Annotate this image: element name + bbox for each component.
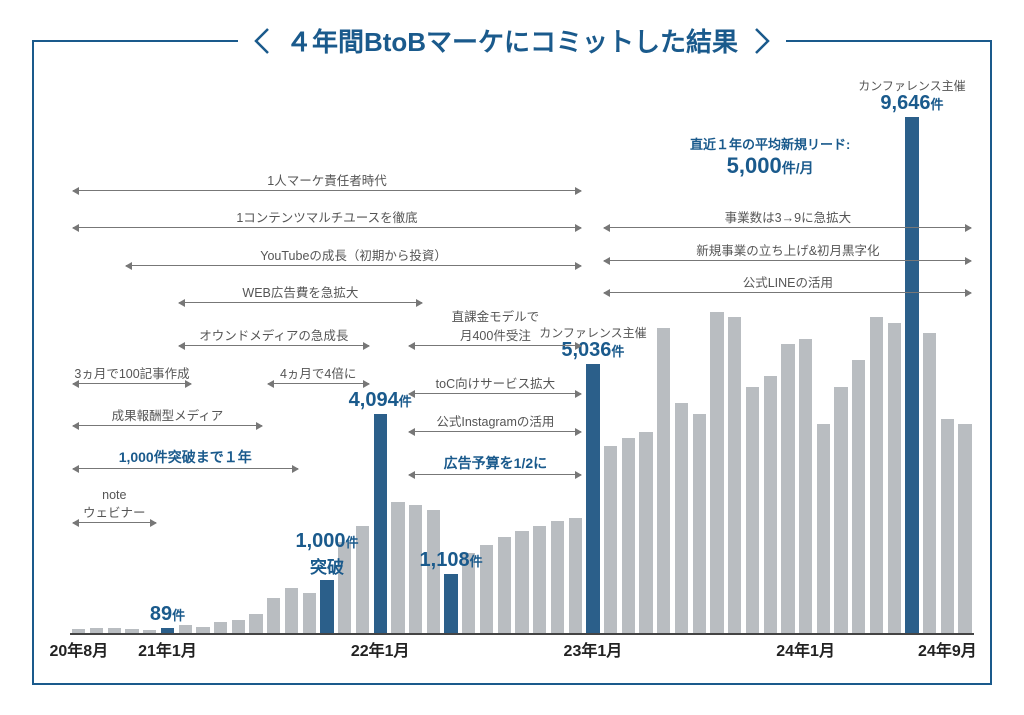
bar xyxy=(303,593,316,633)
annotation-range-line xyxy=(179,345,369,346)
annotation-label: 1コンテンツマルチユースを徹底 xyxy=(73,207,582,226)
bar xyxy=(232,620,245,633)
bar xyxy=(870,317,883,633)
annotation-label: 1人マーケ責任者時代 xyxy=(73,170,582,189)
annotation-range-line xyxy=(179,302,422,303)
bar xyxy=(710,312,723,633)
bar xyxy=(515,531,528,633)
bar xyxy=(728,317,741,633)
title-wrap: ４年間BtoBマーケにコミットした結果 xyxy=(0,22,1024,61)
annotation-label: 公式Instagramの活用 xyxy=(409,411,581,430)
bar xyxy=(285,588,298,633)
annotation-label: 公式LINEの活用 xyxy=(604,272,971,291)
annotation-label: WEB広告費を急拡大 xyxy=(179,282,422,301)
annotation-label: 事業数は3→9に急拡大 xyxy=(604,207,971,226)
bar xyxy=(852,360,865,633)
bar xyxy=(764,376,777,633)
annotation-label: 4ヵ月で4倍に xyxy=(268,363,369,382)
bar xyxy=(498,537,511,633)
stage: ４年間BtoBマーケにコミットした結果 89件 1,000件突破 4,094件 1,1… xyxy=(0,0,1024,715)
annotation-range-line xyxy=(409,474,581,475)
annotation-range-line xyxy=(409,345,581,346)
bar xyxy=(799,339,812,633)
chart-title: ４年間BtoBマーケにコミットした結果 xyxy=(276,22,748,59)
annotation-label: 新規事業の立ち上げ&初月黒字化 xyxy=(604,240,971,259)
annotation-label: 直課金モデルで月400件受注 xyxy=(409,306,581,344)
title-box: ４年間BtoBマーケにコミットした結果 xyxy=(238,22,786,59)
callout-label: 89件 xyxy=(150,603,185,626)
x-axis xyxy=(70,633,974,635)
annotation-label: toC向けサービス拡大 xyxy=(409,373,581,392)
bar xyxy=(569,518,582,633)
bar xyxy=(693,414,706,633)
x-axis-label: 22年1月 xyxy=(351,637,410,661)
annotation-range-line xyxy=(73,425,263,426)
annotation-range-line xyxy=(604,260,971,261)
bar xyxy=(374,414,387,633)
chevron-right-icon xyxy=(748,26,774,56)
bar xyxy=(391,502,404,633)
annotation-range-line xyxy=(409,431,581,432)
bar xyxy=(586,364,599,633)
bar xyxy=(320,580,333,634)
bar xyxy=(639,432,652,633)
x-axis-label: 20年8月 xyxy=(50,637,109,661)
chevron-left-icon xyxy=(250,26,276,56)
annotation-range-line xyxy=(604,292,971,293)
annotation-range-line xyxy=(268,383,369,384)
annotation-range-line xyxy=(73,190,582,191)
bar xyxy=(675,403,688,633)
bar xyxy=(817,424,830,633)
bar xyxy=(834,387,847,633)
x-axis-label: 24年1月 xyxy=(776,637,835,661)
annotation-range-line xyxy=(73,522,156,523)
bar xyxy=(941,419,954,633)
x-axis-labels: 20年8月21年1月22年1月23年1月24年1月24年9月 xyxy=(70,637,974,667)
bar-chart: 89件1,000件突破4,094件1,108件カンファレンス主催5,036件カン… xyxy=(70,100,974,635)
bar xyxy=(533,526,546,633)
bar xyxy=(958,424,971,633)
callout-label: カンファレンス主催9,646件 xyxy=(858,77,965,115)
annotation-label: YouTubeの成長（初期から投資） xyxy=(126,245,582,264)
bar xyxy=(923,333,936,633)
annotation-label: オウンドメディアの急成長 xyxy=(179,325,369,344)
bar xyxy=(444,574,457,633)
callout-label: 1,000件突破 xyxy=(295,530,358,578)
bar xyxy=(551,521,564,633)
annotation-range-line xyxy=(604,227,971,228)
bar xyxy=(746,387,759,633)
annotation-label: 成果報酬型メディア xyxy=(73,405,263,424)
annotation-label: 広告予算を1/2に xyxy=(409,453,581,473)
bar xyxy=(604,446,617,633)
bar xyxy=(781,344,794,633)
annotation-range-line xyxy=(73,468,298,469)
callout-label: 1,108件 xyxy=(420,549,483,572)
annotation-range-line xyxy=(126,265,582,266)
bar xyxy=(267,598,280,633)
bar xyxy=(888,323,901,633)
annotation-label: 3ヵ月で100記事作成 xyxy=(73,363,192,382)
bar xyxy=(905,117,918,633)
callout-label: 4,094件 xyxy=(349,389,412,412)
x-axis-label: 23年1月 xyxy=(564,637,623,661)
bar xyxy=(214,622,227,633)
annotation-label: 1,000件突破まで１年 xyxy=(73,447,298,467)
headline-metric: 直近１年の平均新規リード:5,000件/月 xyxy=(690,138,850,178)
x-axis-label: 24年9月 xyxy=(918,637,977,661)
annotation-range-line xyxy=(409,393,581,394)
bar xyxy=(657,328,670,633)
annotation-label: noteウェビナー xyxy=(73,488,156,521)
annotation-range-line xyxy=(73,383,192,384)
x-axis-label: 21年1月 xyxy=(138,637,197,661)
bar xyxy=(249,614,262,633)
annotation-range-line xyxy=(73,227,582,228)
bar xyxy=(622,438,635,633)
